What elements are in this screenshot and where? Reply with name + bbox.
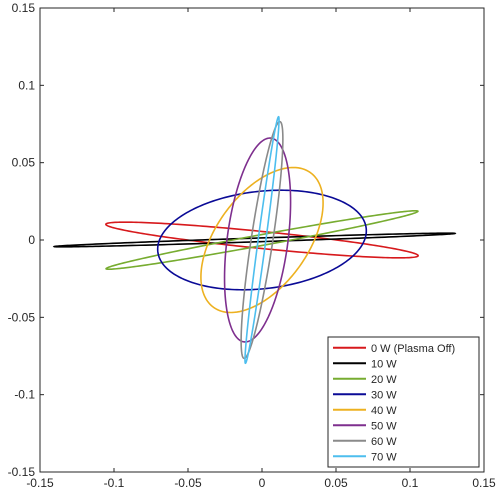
- legend-label: 20 W: [371, 374, 397, 386]
- legend-label: 50 W: [371, 420, 397, 432]
- series-line-1: [52, 232, 457, 248]
- series-line-7: [244, 115, 280, 365]
- legend-label: 10 W: [371, 358, 397, 370]
- legend: 0 W (Plasma Off) 10 W 20 W 30 W 40 W 50 W 60 W…: [327, 336, 480, 468]
- x-tick-label: 0: [259, 476, 266, 490]
- series-line-2: [105, 209, 419, 271]
- legend-label: 60 W: [371, 436, 397, 448]
- tick-layer: -0.15 -0.1 -0.05 0 0.05 0.1 0.15 -0.15 -0.1 -0.05…: [8, 1, 496, 490]
- series-layer: [52, 115, 457, 365]
- y-tick-label: -0.05: [8, 310, 36, 324]
- y-tick-label: 0.15: [12, 1, 36, 15]
- y-tick-label: -0.1: [14, 388, 35, 402]
- y-tick-label: 0.1: [18, 78, 35, 92]
- y-tick-label: 0: [28, 233, 35, 247]
- series-line-0: [105, 221, 419, 259]
- x-tick-label: -0.15: [26, 476, 54, 490]
- legend-label: 40 W: [371, 405, 397, 417]
- legend-label: 30 W: [371, 389, 397, 401]
- series-line-3: [156, 189, 368, 291]
- y-tick-label: 0.05: [12, 156, 36, 170]
- series-line-4: [200, 166, 324, 314]
- legend-box: [327, 336, 480, 468]
- x-tick-label: 0.05: [324, 476, 348, 490]
- series-line-6: [240, 120, 284, 360]
- legend-label: 70 W: [371, 451, 397, 463]
- x-tick-label: -0.1: [104, 476, 125, 490]
- x-tick-label: -0.05: [174, 476, 202, 490]
- legend-label: 0 W (Plasma Off): [371, 343, 455, 355]
- series-line-5: [223, 137, 292, 343]
- x-tick-label: 0.15: [472, 476, 496, 490]
- x-tick-label: 0.1: [402, 476, 419, 490]
- y-tick-label: -0.15: [8, 465, 36, 479]
